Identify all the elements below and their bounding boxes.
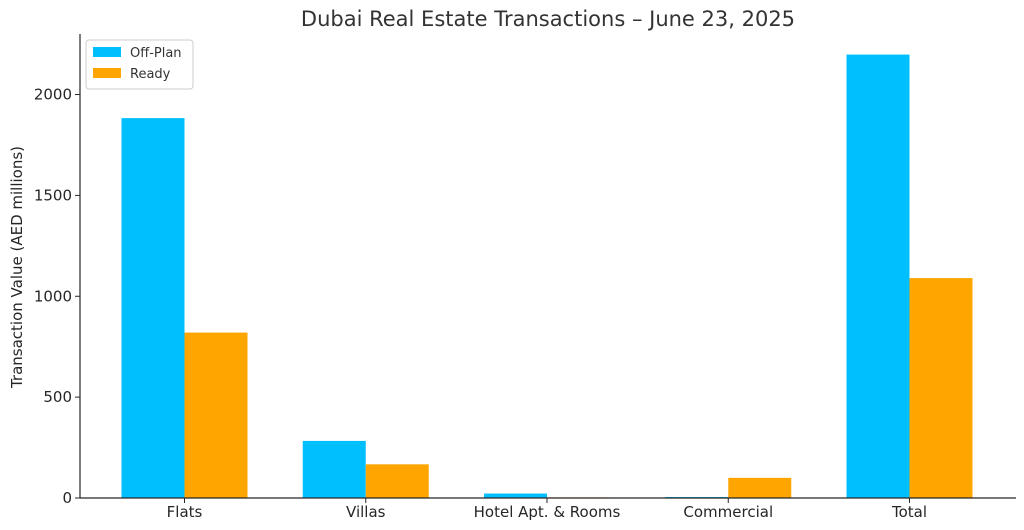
x-tick-label: Total	[891, 503, 927, 521]
y-tick-label: 2000	[34, 86, 72, 104]
bar-ready-total	[909, 278, 973, 498]
bar-off-plan-flats	[121, 118, 185, 498]
legend: Off-Plan Ready	[85, 39, 194, 90]
chart-title: Dubai Real Estate Transactions – June 23…	[301, 7, 795, 31]
legend-label: Off-Plan	[130, 46, 182, 61]
y-tick-label: 1500	[34, 186, 72, 204]
y-tick-label: 1000	[34, 287, 72, 305]
x-tick-label: Hotel Apt. & Rooms	[474, 503, 621, 521]
bars-layer	[121, 54, 973, 498]
bar-off-plan-total	[846, 54, 910, 498]
y-ticks-layer: 0 500 1000 1500 2000	[34, 86, 80, 507]
x-tick-label: Commercial	[683, 503, 773, 521]
bar-ready-villas	[365, 464, 429, 498]
x-ticks-layer: Flats Villas Hotel Apt. & Rooms Commercial T…	[167, 498, 927, 521]
x-tick-label: Flats	[167, 503, 203, 521]
legend-swatch	[93, 68, 121, 78]
y-axis-label: Transaction Value (AED millions)	[8, 146, 26, 389]
legend-label: Ready	[130, 67, 171, 82]
legend-swatch	[93, 47, 121, 57]
bar-off-plan-villas	[302, 440, 366, 498]
y-tick-label: 0	[62, 489, 72, 507]
bar-ready-commercial	[728, 477, 792, 498]
bar-ready-flats	[184, 332, 248, 498]
x-tick-label: Villas	[346, 503, 386, 521]
y-tick-label: 500	[43, 388, 72, 406]
axes-layer	[79, 34, 1016, 499]
bar-off-plan-hotel-apt-rooms	[484, 493, 547, 498]
